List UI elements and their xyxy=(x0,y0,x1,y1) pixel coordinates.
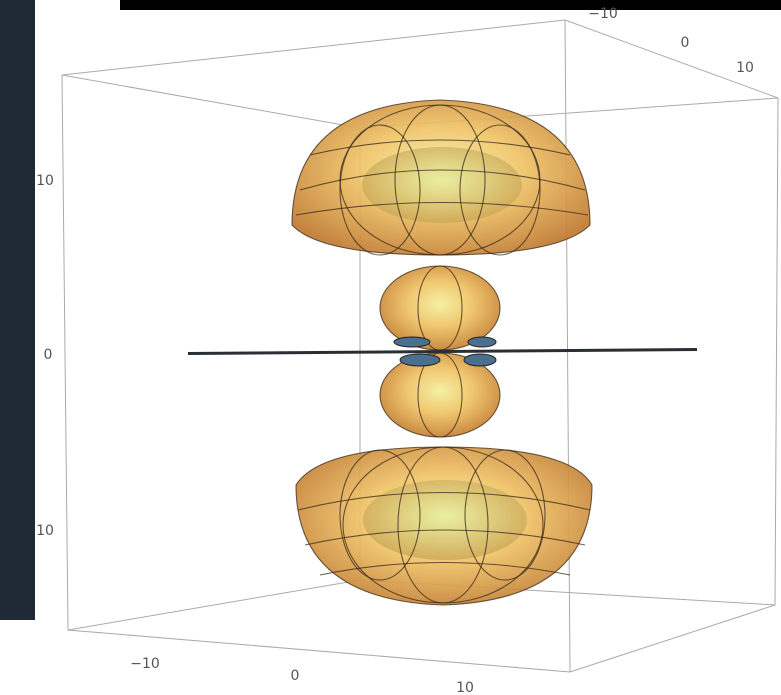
orbital-surface xyxy=(188,99,697,606)
top-tick-label: 0 xyxy=(681,35,690,51)
top-tick-label: −10 xyxy=(588,6,618,22)
top-tick-label: 10 xyxy=(736,60,754,76)
left-tick-label: 10 xyxy=(36,523,54,539)
bottom-tick-label: 10 xyxy=(456,680,474,695)
top-bar xyxy=(120,0,781,10)
left-tick-label: 10 xyxy=(36,173,54,189)
bottom-tick-label: −10 xyxy=(130,656,160,672)
side-panel xyxy=(0,0,35,620)
left-tick-label: 0 xyxy=(44,347,53,363)
bottom-tick-label: 0 xyxy=(291,668,300,684)
